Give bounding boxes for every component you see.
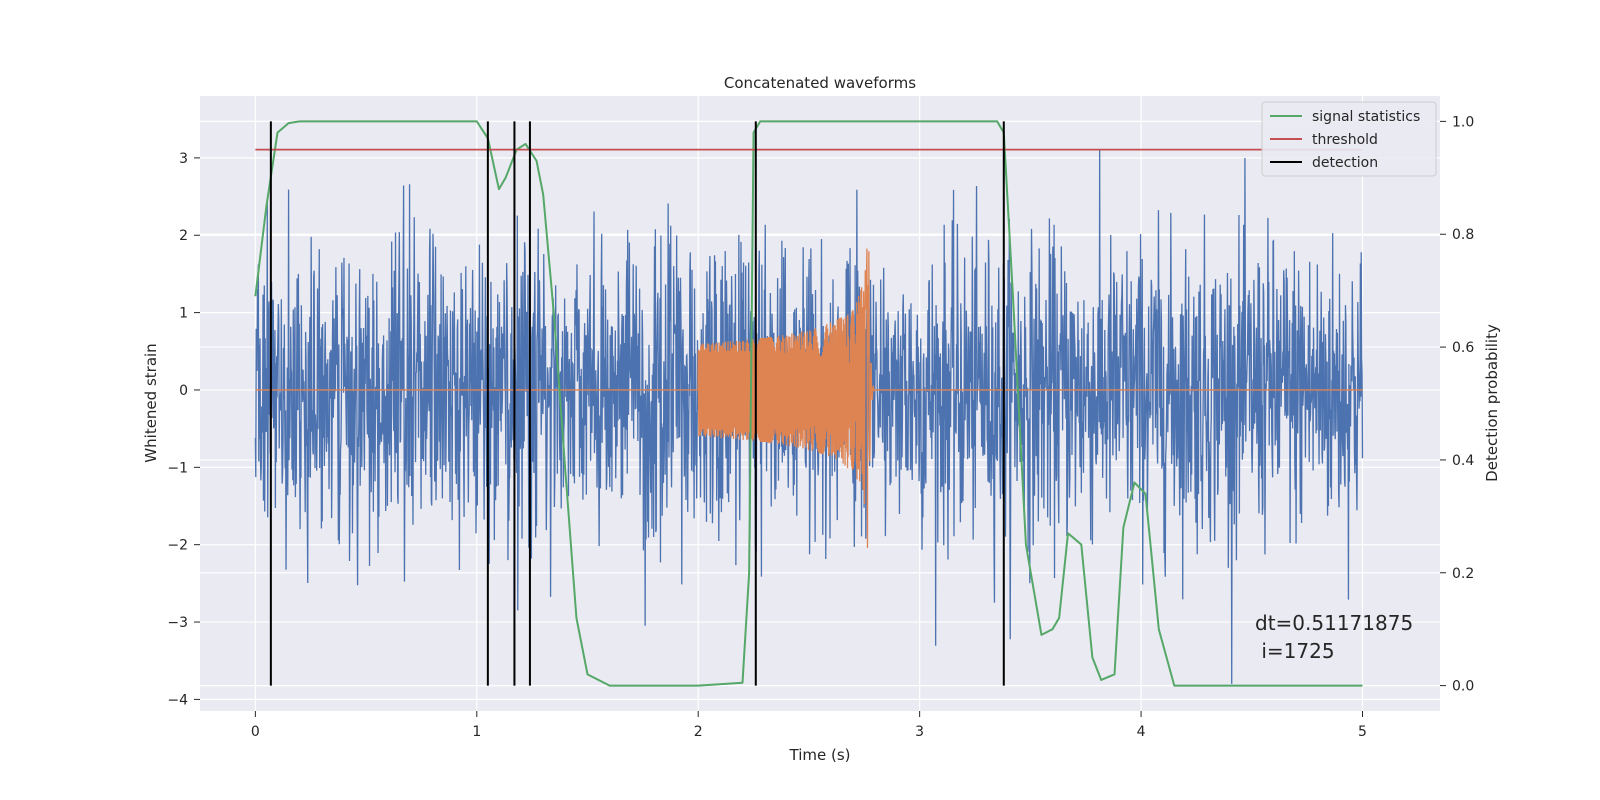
- y-tick-label: −1: [167, 460, 188, 476]
- strain-line: [254, 149, 1364, 684]
- y2-tick-label: 0.0: [1452, 679, 1474, 695]
- annotation-dt: dt=0.51171875: [1255, 611, 1413, 635]
- y-tick-label: 2: [179, 228, 188, 244]
- x-tick-label: 0: [251, 724, 260, 740]
- y-tick-label: 3: [179, 151, 188, 167]
- y2-axis-label: Detection probability: [1483, 324, 1501, 482]
- legend-box: [1261, 101, 1437, 177]
- y-tick-label: 1: [179, 306, 188, 322]
- strain-series: [254, 149, 1364, 684]
- legend: signal statistics threshold detection: [1261, 101, 1437, 177]
- legend-detection: detection: [1312, 155, 1378, 171]
- y-tick-label: −4: [167, 692, 188, 708]
- x-axis-label: Time (s): [789, 746, 851, 764]
- y-tick-label: −3: [167, 615, 188, 631]
- y-tick-label: −2: [167, 538, 188, 554]
- legend-threshold: threshold: [1312, 132, 1378, 148]
- y2-tick-label: 1.0: [1452, 114, 1474, 130]
- y2-axis-ticks: 0.0 0.2 0.4 0.6 0.8 1.0: [1440, 114, 1474, 695]
- template-series: [255, 248, 1363, 548]
- x-axis-ticks: 0 1 2 3 4 5: [251, 711, 1367, 740]
- x-tick-label: 1: [472, 724, 481, 740]
- x-tick-label: 2: [694, 724, 703, 740]
- template-line: [255, 248, 1363, 548]
- signal-statistics-series: [254, 120, 1363, 687]
- y2-tick-label: 0.8: [1452, 227, 1474, 243]
- y2-tick-label: 0.6: [1452, 340, 1474, 356]
- y2-tick-label: 0.2: [1452, 566, 1474, 582]
- y-axis-ticks: −4 −3 −2 −1 0 1 2 3: [167, 151, 200, 708]
- y2-tick-label: 0.4: [1452, 453, 1474, 469]
- y-tick-label: 0: [179, 383, 188, 399]
- legend-signal-statistics: signal statistics: [1312, 109, 1420, 125]
- detection-series: [269, 121, 1005, 686]
- y-axis-label: Whitened strain: [142, 343, 160, 462]
- x-tick-label: 5: [1358, 724, 1367, 740]
- chart-title: Concatenated waveforms: [724, 74, 916, 92]
- signal-statistics-line: [254, 120, 1363, 687]
- x-tick-label: 3: [915, 724, 924, 740]
- x-tick-label: 4: [1137, 724, 1146, 740]
- annotation-i: i=1725: [1255, 639, 1335, 663]
